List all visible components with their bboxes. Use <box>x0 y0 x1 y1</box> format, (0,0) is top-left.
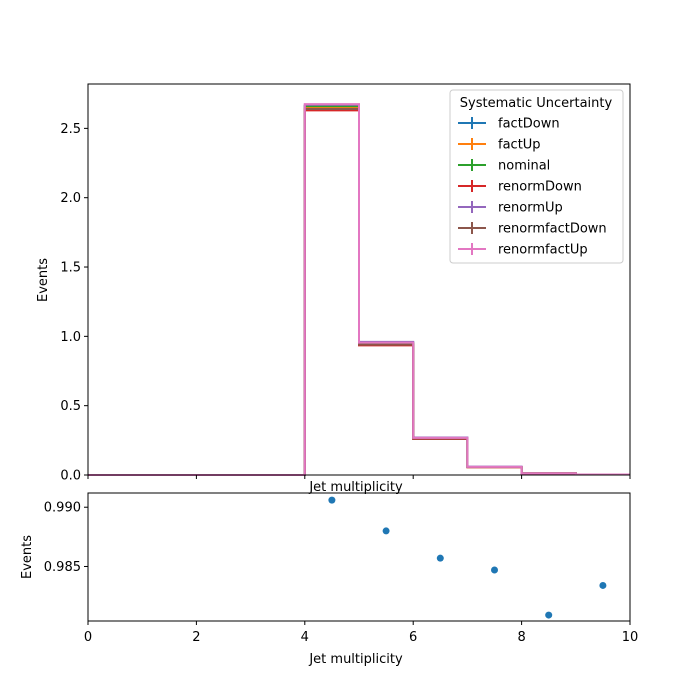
legend-entries: factDown factUp nominal renormDown renormUp r… <box>458 117 607 258</box>
main-y-axis-label: Events <box>36 258 51 302</box>
ratio-y-tick-label: 0.985 <box>44 560 81 575</box>
main-x-ticks <box>87 475 631 479</box>
main-y-tick-label: 1.5 <box>60 261 81 276</box>
ratio-panel: 0.985 0.990 0 2 4 6 8 10 Events Jet multiplici… <box>20 492 638 667</box>
main-x-axis-label: Jet multiplicity <box>308 480 403 495</box>
main-y-ticks: 0.0 0.5 1.0 1.5 2.0 2.5 <box>60 122 88 484</box>
ratio-point <box>491 566 498 574</box>
ratio-x-tick-label: 10 <box>622 630 639 645</box>
main-y-tick-label: 1.0 <box>60 330 81 345</box>
ratio-y-tick-label: 0.990 <box>44 501 81 516</box>
legend: Systematic Uncertainty factDown factUp nom… <box>449 89 624 264</box>
legend-frame <box>449 89 624 264</box>
legend-label-factUp: factUp <box>498 138 541 153</box>
legend-label-renormfactDown: renormfactDown <box>498 222 607 237</box>
legend-label-factDown: factDown <box>498 117 560 132</box>
ratio-y-axis-label: Events <box>20 535 35 579</box>
ratio-point <box>545 611 553 619</box>
ratio-point <box>599 581 607 589</box>
legend-label-nominal: nominal <box>498 159 550 174</box>
ratio-x-tick-label: 8 <box>517 630 525 645</box>
ratio-x-tick-label: 0 <box>84 630 92 645</box>
legend-label-renormUp: renormUp <box>498 201 563 216</box>
ratio-point <box>436 554 444 562</box>
ratio-plot-frame <box>87 492 631 622</box>
ratio-x-tick-label: 2 <box>192 630 200 645</box>
legend-label-renormfactUp: renormfactUp <box>498 243 588 258</box>
ratio-x-axis-label: Jet multiplicity <box>308 652 403 667</box>
ratio-point <box>382 527 390 535</box>
main-y-tick-label: 2.5 <box>60 122 81 137</box>
legend-label-renormDown: renormDown <box>498 180 582 195</box>
main-y-tick-label: 0.0 <box>60 469 81 484</box>
main-y-tick-label: 0.5 <box>60 399 81 414</box>
main-plot-frame <box>87 83 631 476</box>
ratio-point <box>328 496 336 504</box>
ratio-y-ticks: 0.985 0.990 <box>44 501 88 575</box>
legend-title: Systematic Uncertainty <box>460 96 613 111</box>
ratio-points <box>328 496 607 619</box>
ratio-x-ticks: 0 2 4 6 8 10 <box>84 621 638 645</box>
main-y-tick-label: 2.0 <box>60 191 81 206</box>
main-panel: 0.0 0.5 1.0 1.5 2.0 2.5 Events Jet multiplici… <box>36 83 631 495</box>
ratio-x-tick-label: 4 <box>301 630 309 645</box>
ratio-x-tick-label: 6 <box>409 630 417 645</box>
